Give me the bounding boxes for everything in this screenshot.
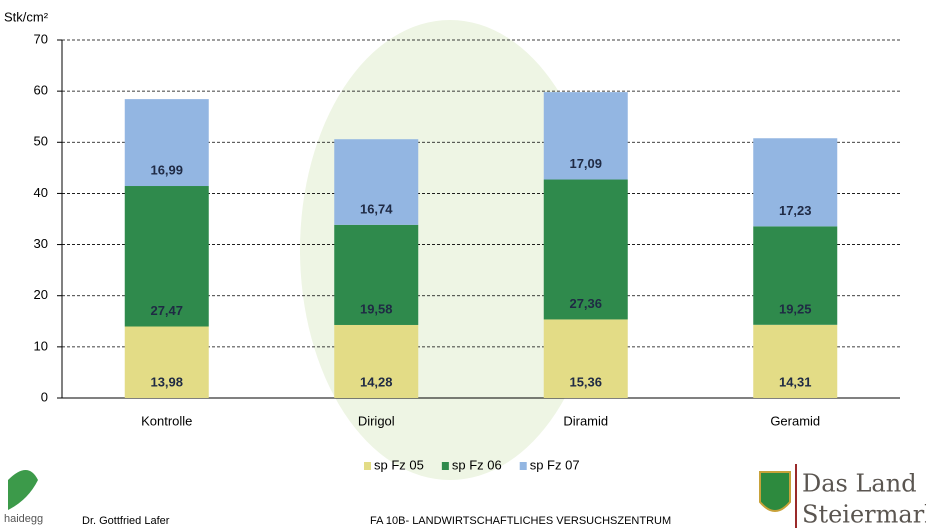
bar-segment: [124, 186, 209, 327]
bar-segment: [334, 324, 419, 398]
bar-segment: [334, 224, 419, 325]
data-label: 16,99: [150, 162, 183, 177]
bar-segment: [543, 179, 628, 320]
data-label: 14,28: [360, 374, 393, 389]
bar-segment: [753, 138, 838, 227]
legend-swatch: [441, 462, 449, 470]
bar-segment: [334, 139, 419, 225]
data-label: 15,36: [569, 374, 602, 389]
author: Dr. Gottfried Lafer: [82, 515, 170, 527]
data-label: 27,47: [150, 303, 183, 318]
bar-segment: [753, 324, 838, 398]
bar-segment: [753, 226, 838, 325]
legend-swatch: [519, 462, 527, 470]
y-tick-label: 40: [34, 185, 48, 200]
legend: sp Fz 05 sp Fz 06 sp Fz 07: [364, 457, 580, 472]
y-tick-label: 10: [34, 338, 48, 353]
x-tick-label: Kontrolle: [141, 413, 192, 428]
data-label: 19,58: [360, 301, 393, 316]
legend-label: sp Fz 05: [374, 457, 424, 472]
legend-label: sp Fz 06: [452, 457, 502, 472]
x-tick-label: Diramid: [563, 413, 608, 428]
y-tick-label: 30: [34, 236, 48, 251]
y-tick-label: 60: [34, 83, 48, 98]
logo-icon: [8, 470, 38, 510]
x-tick-label: Geramid: [770, 413, 820, 428]
data-label: 17,23: [779, 203, 812, 218]
y-tick-label: 50: [34, 134, 48, 149]
y-axis-label: Stk/cm²: [4, 9, 49, 24]
data-label: 27,36: [569, 296, 602, 311]
data-label: 19,25: [779, 301, 812, 316]
bar-segment: [543, 92, 628, 180]
brand-line: Steiermark: [802, 501, 926, 529]
data-label: 13,98: [150, 374, 183, 389]
bar-segment: [124, 99, 209, 187]
data-label: 17,09: [569, 156, 602, 171]
bar-segment: [543, 319, 628, 398]
legend-swatch: [364, 462, 371, 470]
legend-label: sp Fz 07: [530, 457, 580, 472]
bar-segment: [124, 326, 209, 398]
brand-line: Das Land: [802, 470, 917, 498]
y-tick-label: 20: [34, 287, 48, 302]
data-label: 16,74: [360, 201, 393, 216]
plot: 0 10 20 30 40 50 60 70 Kontrolle 13,98 27,47 16,99 D…: [34, 31, 900, 428]
coat-of-arms: [759, 471, 791, 512]
institute: FA 10B- LANDWIRTSCHAFTLICHES VERSUCHSZEN…: [370, 515, 671, 527]
x-tick-label: Dirigol: [358, 413, 395, 428]
y-tick-label: 0: [41, 389, 48, 404]
y-tick-label: 70: [34, 31, 48, 46]
data-label: 14,31: [779, 374, 812, 389]
logo-text: haidegg: [4, 513, 43, 525]
